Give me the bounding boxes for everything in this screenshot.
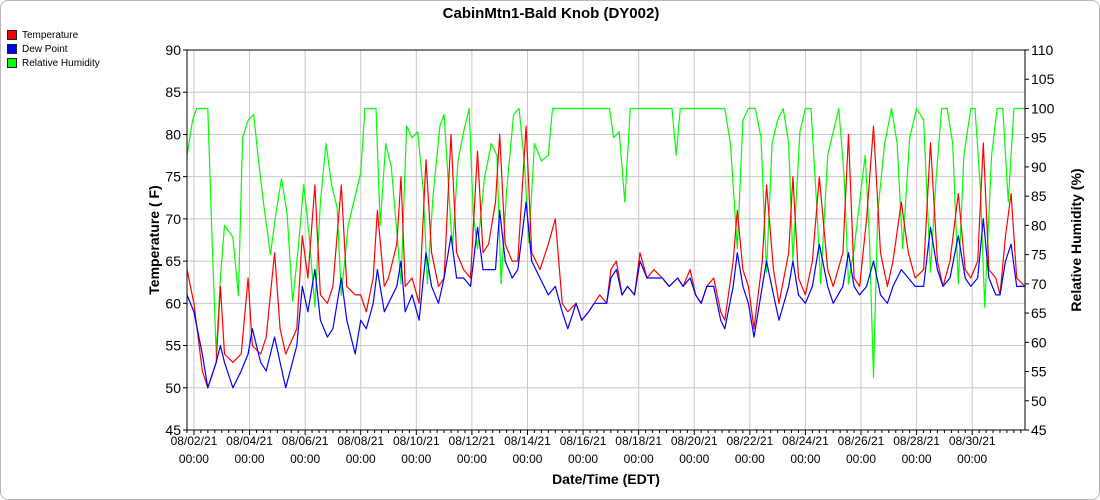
x-tick-label-time: 00:00 xyxy=(790,452,820,466)
x-tick-label-time: 00:00 xyxy=(846,452,876,466)
y-right-tick-label: 105 xyxy=(1031,71,1055,87)
x-tick-label-time: 00:00 xyxy=(624,452,654,466)
x-tick-label-time: 00:00 xyxy=(735,452,765,466)
y-axis-right-title: Relative Humidity (%) xyxy=(1068,168,1084,311)
x-tick-label-time: 00:00 xyxy=(290,452,320,466)
legend-item-relative-humidity: Relative Humidity xyxy=(7,56,100,70)
x-tick-label-date: 08/16/21 xyxy=(560,434,607,448)
chart-legend: Temperature Dew Point Relative Humidity xyxy=(7,28,100,70)
x-tick-label-time: 00:00 xyxy=(957,452,987,466)
y-left-tick-label: 50 xyxy=(165,380,181,396)
axes: 45 50 55 60 65 70 75 80 85 90 45 50 55 60 65 70 75 80 85 90… xyxy=(165,42,1054,466)
y-right-tick-label: 75 xyxy=(1031,247,1047,263)
legend-swatch-dew-point xyxy=(7,44,17,54)
y-left-tick-label: 45 xyxy=(165,422,181,438)
series-line-dew-point xyxy=(186,201,1025,389)
x-tick-label-date: 08/20/21 xyxy=(671,434,718,448)
x-axis-title: Date/Time (EDT) xyxy=(552,471,660,487)
x-tick-label-date: 08/24/21 xyxy=(782,434,829,448)
legend-label-relative-humidity: Relative Humidity xyxy=(22,57,100,69)
y-right-tick-label: 50 xyxy=(1031,393,1047,409)
x-tick-label-date: 08/06/21 xyxy=(282,434,329,448)
series-line-temperature xyxy=(186,125,1026,389)
x-tick-label-time: 00:00 xyxy=(679,452,709,466)
x-tick-label-time: 00:00 xyxy=(457,452,487,466)
y-left-tick-label: 55 xyxy=(165,338,181,354)
x-tick-label-date: 08/04/21 xyxy=(226,434,273,448)
y-axis-left-title: Temperature ( F) xyxy=(146,185,162,294)
x-tick-label-date: 08/22/21 xyxy=(726,434,773,448)
series-layer xyxy=(186,107,1026,389)
y-left-tick-label: 80 xyxy=(165,126,181,142)
y-right-tick-label: 95 xyxy=(1031,130,1047,146)
y-right-tick-label: 80 xyxy=(1031,217,1047,233)
legend-swatch-relative-humidity xyxy=(7,58,17,68)
y-right-tick-label: 100 xyxy=(1031,100,1055,116)
y-right-tick-label: 70 xyxy=(1031,276,1047,292)
y-right-tick-label: 55 xyxy=(1031,364,1047,380)
y-left-tick-label: 60 xyxy=(165,295,181,311)
chart-title: CabinMtn1-Bald Knob (DY002) xyxy=(442,5,660,22)
legend-label-temperature: Temperature xyxy=(22,29,79,41)
x-tick-label-date: 08/12/21 xyxy=(449,434,496,448)
x-tick-label-time: 00:00 xyxy=(902,452,932,466)
plot-area-border xyxy=(186,49,1026,431)
y-left-tick-label: 65 xyxy=(165,253,181,269)
y-left-tick-label: 90 xyxy=(165,42,181,58)
y-left-tick-label: 75 xyxy=(165,169,181,185)
x-tick-label-time: 00:00 xyxy=(568,452,598,466)
x-tick-label-time: 00:00 xyxy=(179,452,209,466)
series-line-relative-humidity xyxy=(186,107,1025,378)
legend-item-dew-point: Dew Point xyxy=(7,42,100,56)
x-tick-label-date: 08/14/21 xyxy=(504,434,551,448)
x-tick-label-date: 08/26/21 xyxy=(838,434,885,448)
x-tick-label-time: 00:00 xyxy=(401,452,431,466)
y-right-tick-label: 45 xyxy=(1031,422,1047,438)
grid xyxy=(187,49,1025,431)
legend-item-temperature: Temperature xyxy=(7,28,100,42)
x-tick-label-date: 08/28/21 xyxy=(893,434,940,448)
x-tick-label-date: 08/10/21 xyxy=(393,434,440,448)
x-tick-label-date: 08/30/21 xyxy=(949,434,996,448)
x-tick-label-date: 08/18/21 xyxy=(615,434,662,448)
y-right-tick-label: 65 xyxy=(1031,305,1047,321)
legend-label-dew-point: Dew Point xyxy=(22,43,68,55)
x-tick-label-date: 08/02/21 xyxy=(171,434,218,448)
x-tick-label-time: 00:00 xyxy=(512,452,542,466)
x-tick-label-date: 08/08/21 xyxy=(337,434,384,448)
y-right-tick-label: 60 xyxy=(1031,334,1047,350)
y-right-tick-label: 85 xyxy=(1031,188,1047,204)
legend-swatch-temperature xyxy=(7,30,17,40)
y-left-tick-label: 70 xyxy=(165,211,181,227)
x-tick-label-time: 00:00 xyxy=(235,452,265,466)
x-tick-label-time: 00:00 xyxy=(346,452,376,466)
y-left-tick-label: 85 xyxy=(165,84,181,100)
y-right-tick-label: 90 xyxy=(1031,159,1047,175)
y-right-tick-label: 110 xyxy=(1031,42,1054,58)
